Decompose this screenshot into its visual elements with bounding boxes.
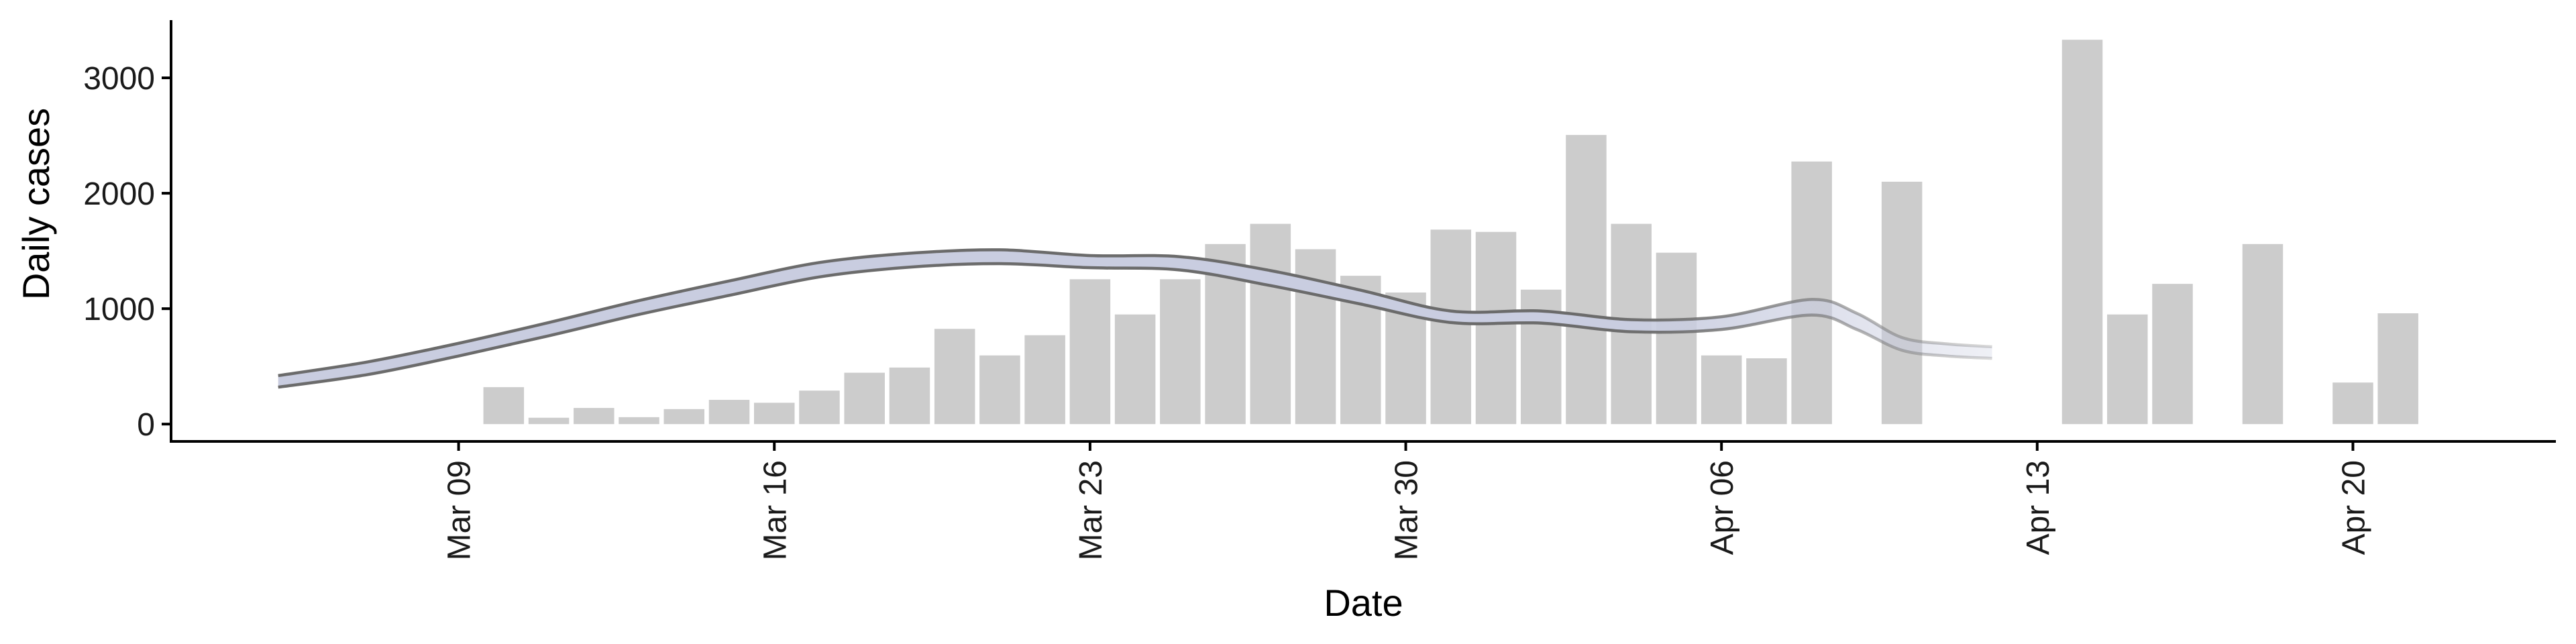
estimate-upper-line — [278, 248, 1992, 378]
bar — [934, 329, 975, 425]
bar — [844, 372, 885, 425]
bar — [2332, 382, 2373, 425]
y-tick-label: 2000 — [83, 176, 155, 212]
y-tick-label: 3000 — [83, 61, 155, 97]
bar — [1566, 135, 1607, 425]
bar — [889, 367, 930, 425]
bar — [663, 409, 705, 425]
x-tick-label: Mar 23 — [1073, 460, 1109, 560]
bar — [528, 417, 570, 425]
bar — [1746, 358, 1787, 425]
bar — [2377, 313, 2418, 425]
bar — [1881, 181, 1923, 425]
bar — [1024, 335, 1065, 425]
bar — [2152, 284, 2193, 425]
bar — [2242, 244, 2284, 425]
bar — [1114, 314, 1156, 425]
y-tick-label: 1000 — [83, 292, 155, 327]
bar — [1791, 161, 1832, 425]
y-axis-title: Daily cases — [15, 108, 57, 300]
x-tick-label: Apr 20 — [2336, 460, 2371, 555]
bar — [483, 387, 525, 425]
x-tick-label: Apr 13 — [2021, 460, 2056, 555]
bar — [1069, 279, 1111, 425]
estimate-band-layer — [278, 248, 1992, 389]
x-tick-label: Mar 09 — [442, 460, 478, 560]
axes-layer — [170, 20, 2556, 443]
bar — [1475, 231, 1517, 425]
bar — [754, 402, 795, 425]
bar — [1250, 223, 1291, 425]
y-tick-label: 0 — [137, 407, 155, 443]
bar — [1430, 229, 1472, 425]
y-ticks: 0 1000 2000 3000 — [83, 61, 171, 443]
bars-layer — [483, 40, 2418, 425]
x-tick-label: Apr 06 — [1705, 460, 1740, 555]
bar — [1160, 279, 1201, 425]
bar — [574, 408, 614, 425]
bar — [1656, 252, 1697, 425]
estimate-lower-line — [278, 262, 1992, 389]
x-ticks: Mar 09 Mar 16 Mar 23 Mar 30 Apr 06 Apr 13 Apr … — [442, 441, 2371, 560]
bar — [1701, 355, 1742, 425]
x-tick-label: Mar 30 — [1389, 460, 1425, 560]
bar — [799, 390, 840, 425]
x-tick-label: Mar 16 — [757, 460, 793, 560]
bar — [979, 355, 1020, 425]
bar — [2107, 314, 2148, 425]
bar — [2061, 40, 2103, 425]
x-axis-title: Date — [1324, 582, 1403, 624]
bar — [708, 400, 750, 425]
bar — [619, 417, 659, 425]
